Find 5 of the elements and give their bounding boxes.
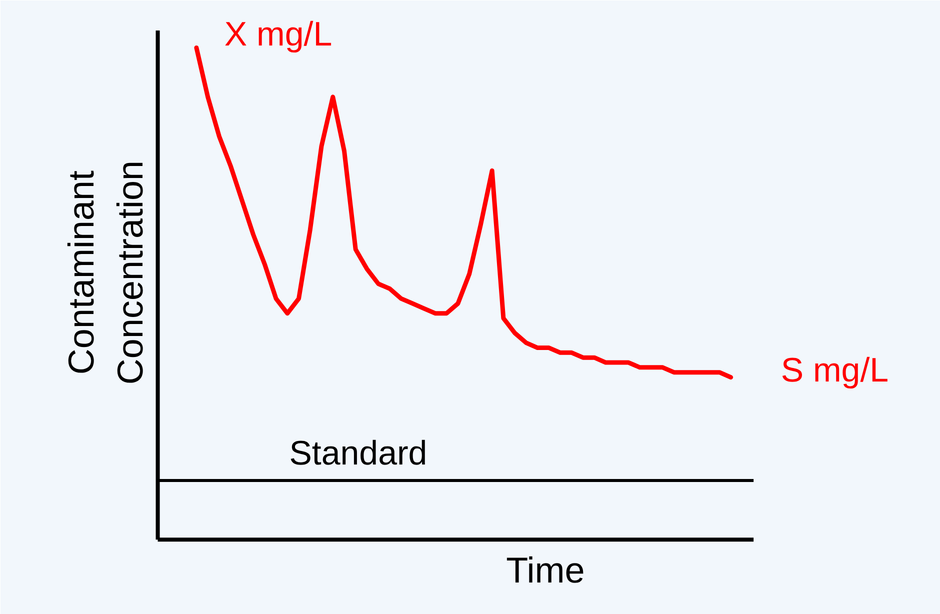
x-axis-title: Time [506, 550, 585, 590]
ref-line-label: Standard [289, 434, 428, 473]
y-axis-title: Contaminant Concentration [60, 160, 150, 385]
annotation: X mg/L [224, 16, 332, 54]
text: S mg/L [780, 351, 889, 390]
